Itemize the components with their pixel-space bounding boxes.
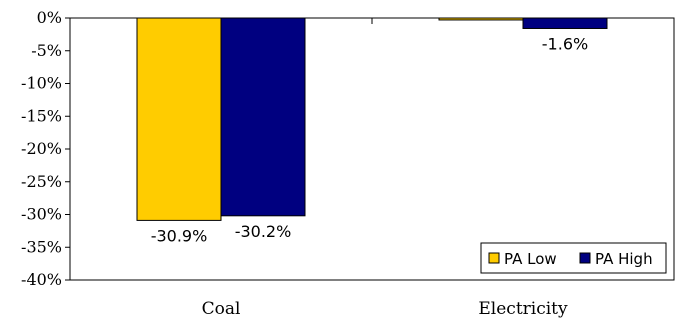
x-category-label: Coal xyxy=(202,299,241,319)
y-tick-label: -35% xyxy=(21,237,62,256)
bar xyxy=(438,17,524,21)
x-axis: Coal Electricity xyxy=(202,18,568,319)
legend-swatch-pa-low xyxy=(488,252,500,264)
y-tick-label: -30% xyxy=(21,205,62,224)
y-tick-label: -10% xyxy=(21,74,62,93)
bar xyxy=(522,17,608,29)
y-tick-label: -5% xyxy=(31,41,62,60)
x-category-label: Electricity xyxy=(478,299,568,319)
y-axis: 0% -5% -10% -15% -20% -25% -30% -35% -40% xyxy=(21,8,70,289)
y-tick-label: -25% xyxy=(21,172,62,191)
bar xyxy=(220,17,306,217)
bar xyxy=(136,17,222,221)
bars-layer xyxy=(136,17,608,221)
data-labels: -30.9% -30.2% -1.6% xyxy=(151,34,589,245)
legend-swatch-pa-high xyxy=(579,252,591,264)
data-label: -30.9% xyxy=(151,226,208,245)
y-tick-label: 0% xyxy=(37,8,62,27)
data-label: -1.6% xyxy=(542,34,588,53)
legend-box xyxy=(480,242,667,274)
y-tick-label: -20% xyxy=(21,139,62,158)
data-label: -30.2% xyxy=(235,222,292,241)
y-tick-label: -15% xyxy=(21,106,62,125)
legend-label-pa-high: PA High xyxy=(595,250,653,268)
y-tick-label: -40% xyxy=(21,270,62,289)
legend: PA Low PA High xyxy=(480,242,667,274)
legend-label-pa-low: PA Low xyxy=(504,250,557,268)
